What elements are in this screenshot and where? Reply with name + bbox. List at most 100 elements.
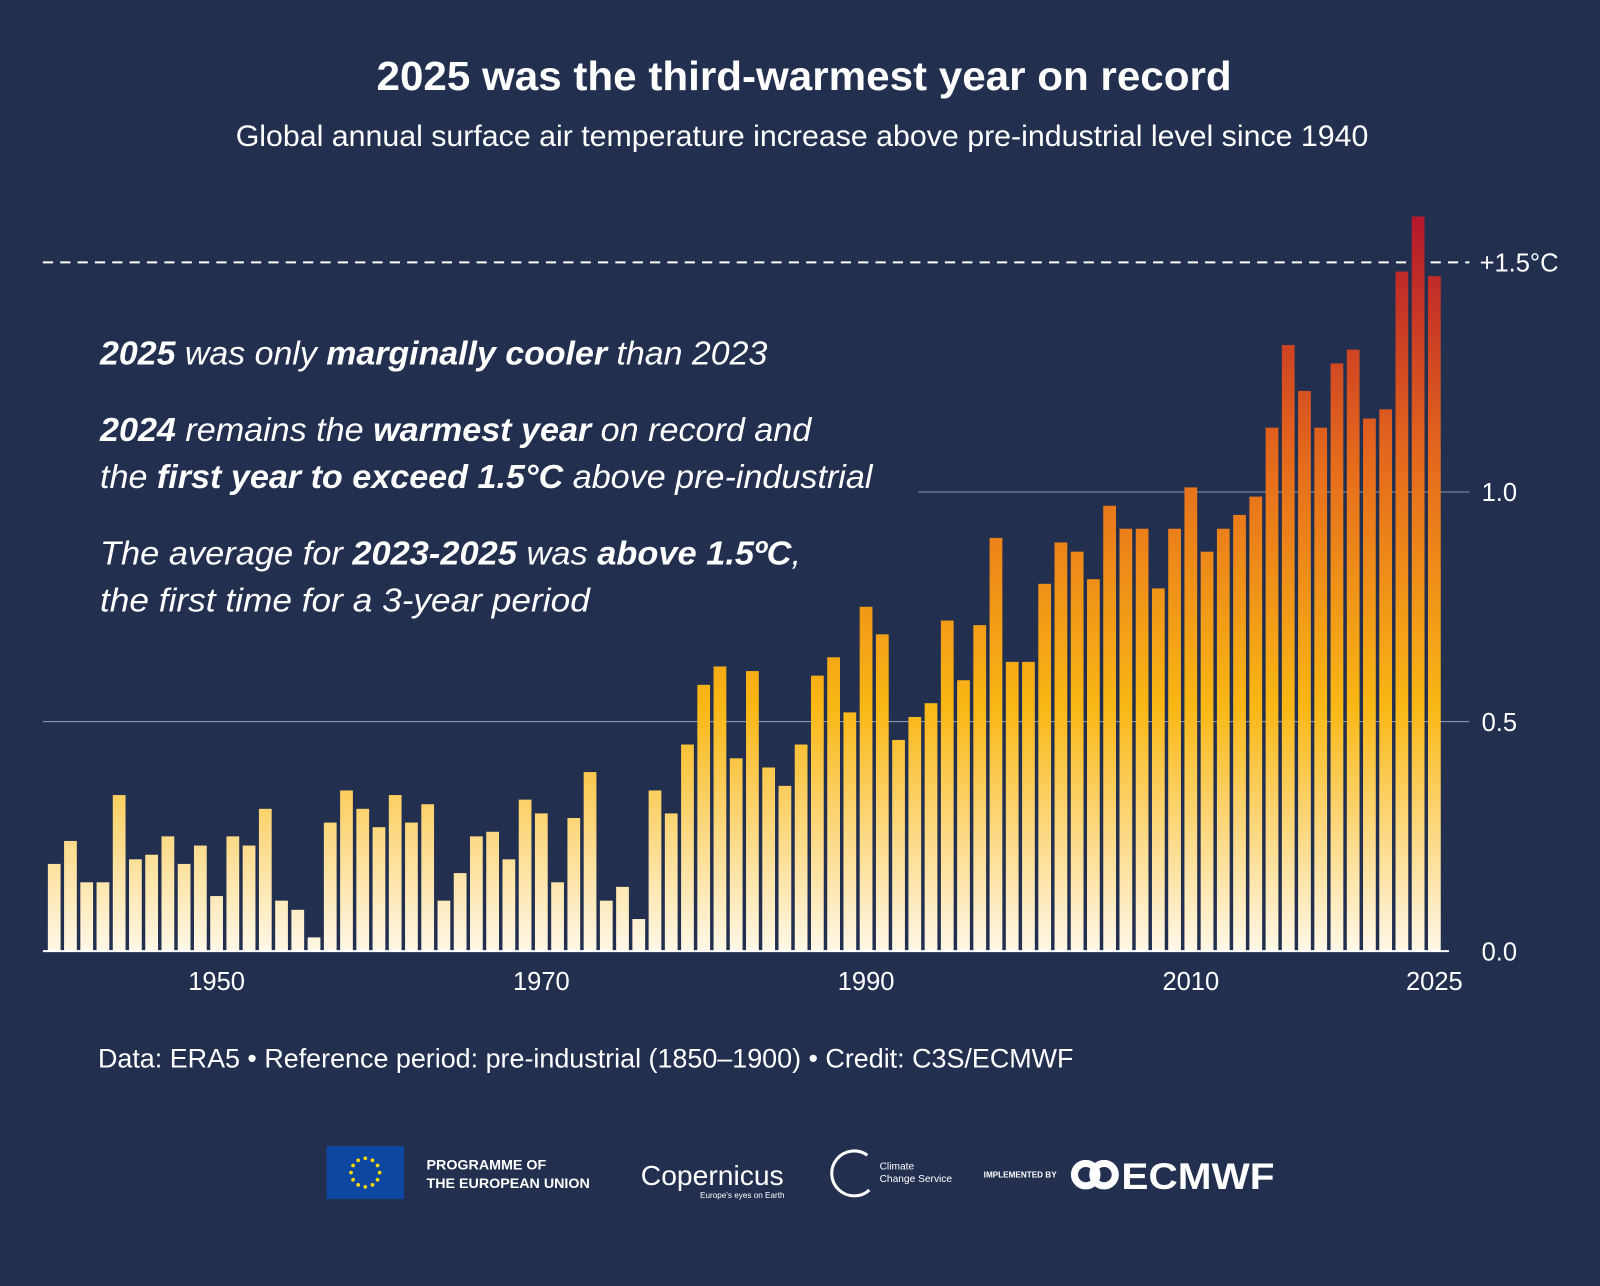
bar <box>924 703 938 952</box>
bar <box>534 813 548 952</box>
threshold-label: +1.5°C <box>1480 250 1559 278</box>
eu-flag <box>326 1146 405 1200</box>
y-tick-label: 0.0 <box>1482 938 1517 966</box>
bar <box>145 854 159 952</box>
bar <box>1184 487 1198 952</box>
bar <box>1135 528 1149 952</box>
bar <box>859 606 873 952</box>
bar <box>1281 345 1295 952</box>
copernicus-logo: Copernicus <box>641 1160 784 1191</box>
bar <box>275 900 288 952</box>
bar <box>193 845 207 952</box>
bar <box>1298 390 1311 952</box>
annotation-line: the first time for a 3-year period <box>100 582 591 619</box>
x-tick-label: 1990 <box>838 968 895 996</box>
annotation-text: the <box>100 459 157 496</box>
c3s-label: Change Service <box>880 1174 953 1185</box>
bar <box>697 684 711 952</box>
bar <box>437 900 451 952</box>
bar <box>388 795 402 952</box>
annotation-text: was <box>517 535 597 572</box>
annotation-text: The average for <box>100 535 352 572</box>
annotation-text: 2023-2025 <box>351 535 518 572</box>
implemented-by: IMPLEMENTED BY <box>984 1171 1058 1180</box>
bar <box>1411 216 1425 952</box>
bar <box>470 836 483 952</box>
bar <box>96 882 110 952</box>
copernicus-tagline: Europe's eyes on Earth <box>700 1191 785 1200</box>
bar <box>1395 271 1409 952</box>
bar <box>258 808 272 952</box>
bar <box>892 739 905 952</box>
logos: PROGRAMME OF THE EUROPEAN UNION Copernic… <box>326 1146 1274 1200</box>
plot-area: 0.0 0.5 1.0 +1.5°C 1950 1970 1990 2010 2025 <box>42 216 1559 996</box>
ecmwf-logo: ECMWF <box>1121 1156 1274 1197</box>
bar <box>1070 551 1084 952</box>
annotation-text: , <box>791 535 801 572</box>
bar <box>1022 661 1035 952</box>
c3s-label: Climate <box>880 1162 915 1173</box>
bar <box>1379 409 1393 952</box>
y-tick-label: 1.0 <box>1482 479 1517 507</box>
bar <box>664 813 678 952</box>
bar <box>64 840 77 952</box>
x-tick-label: 1950 <box>188 968 245 996</box>
bar <box>1054 542 1068 952</box>
annotation-line: the first year to exceed 1.5°C above pre… <box>100 459 874 496</box>
bar <box>599 900 613 952</box>
eu-label: PROGRAMME OF <box>427 1158 547 1174</box>
bar <box>827 657 840 952</box>
bar <box>713 666 727 952</box>
bar <box>729 758 743 952</box>
bar <box>1346 349 1360 952</box>
bar <box>1330 363 1344 952</box>
bar <box>226 836 240 952</box>
bar <box>762 767 776 952</box>
c3s-icon <box>830 1149 871 1198</box>
bar <box>1265 427 1279 952</box>
annotation-line: 2025 was only marginally cooler than 202… <box>99 335 768 372</box>
bar <box>616 886 629 952</box>
annotation-line: 2024 remains the warmest year on record … <box>99 412 813 449</box>
bar <box>681 744 694 952</box>
chart-subtitle: Global annual surface air temperature in… <box>236 120 1369 153</box>
eu-stars <box>349 1156 382 1189</box>
bar <box>875 634 889 952</box>
bar <box>940 620 954 952</box>
x-tick-label: 1970 <box>513 968 570 996</box>
bar <box>356 808 370 952</box>
bar <box>1216 528 1230 952</box>
bar <box>177 863 191 952</box>
annotation-text: marginally cooler <box>326 335 609 372</box>
bar <box>112 795 126 952</box>
bar <box>291 909 305 952</box>
bar <box>1038 583 1052 952</box>
bar <box>1103 505 1117 952</box>
bar <box>242 845 256 952</box>
bar <box>583 772 597 952</box>
annotation-line: The average for 2023-2025 was above 1.5º… <box>100 535 801 572</box>
bar <box>810 675 824 952</box>
bar <box>1005 661 1019 952</box>
bar <box>161 836 175 952</box>
bar <box>129 859 142 952</box>
annotation-text: was only <box>175 335 326 372</box>
bar <box>80 882 94 952</box>
annotation-text: 2024 <box>99 412 176 449</box>
bar <box>518 799 532 952</box>
bar <box>746 671 759 952</box>
bar <box>323 822 337 952</box>
bar <box>502 859 516 952</box>
bar <box>1119 528 1133 952</box>
bar <box>551 882 564 952</box>
annotation-text: on record and <box>591 412 812 449</box>
bar <box>1233 514 1246 952</box>
bar <box>372 827 386 952</box>
y-tick-label: 0.5 <box>1482 709 1517 737</box>
bar <box>421 804 435 952</box>
bar <box>1314 427 1328 952</box>
bar <box>453 873 467 952</box>
bar <box>1200 551 1214 952</box>
